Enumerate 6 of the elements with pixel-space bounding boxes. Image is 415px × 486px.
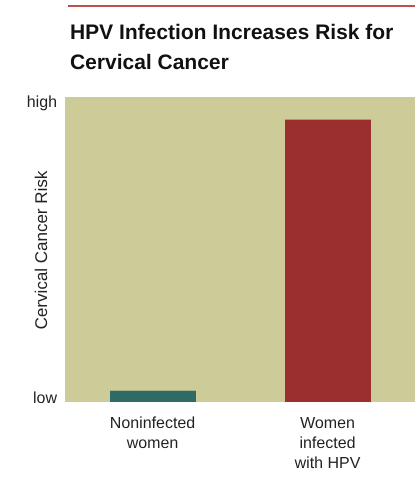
- chart-title: HPV Infection Increases Risk for Cervical Cancer: [70, 20, 394, 76]
- text: high: [26, 94, 57, 112]
- text: low: [32, 390, 57, 408]
- x-tick-label: Women infected with HPV: [294, 415, 361, 472]
- y-axis-title: Cervical Cancer Risk: [32, 170, 52, 330]
- x-tick-label: Noninfected women: [110, 415, 196, 452]
